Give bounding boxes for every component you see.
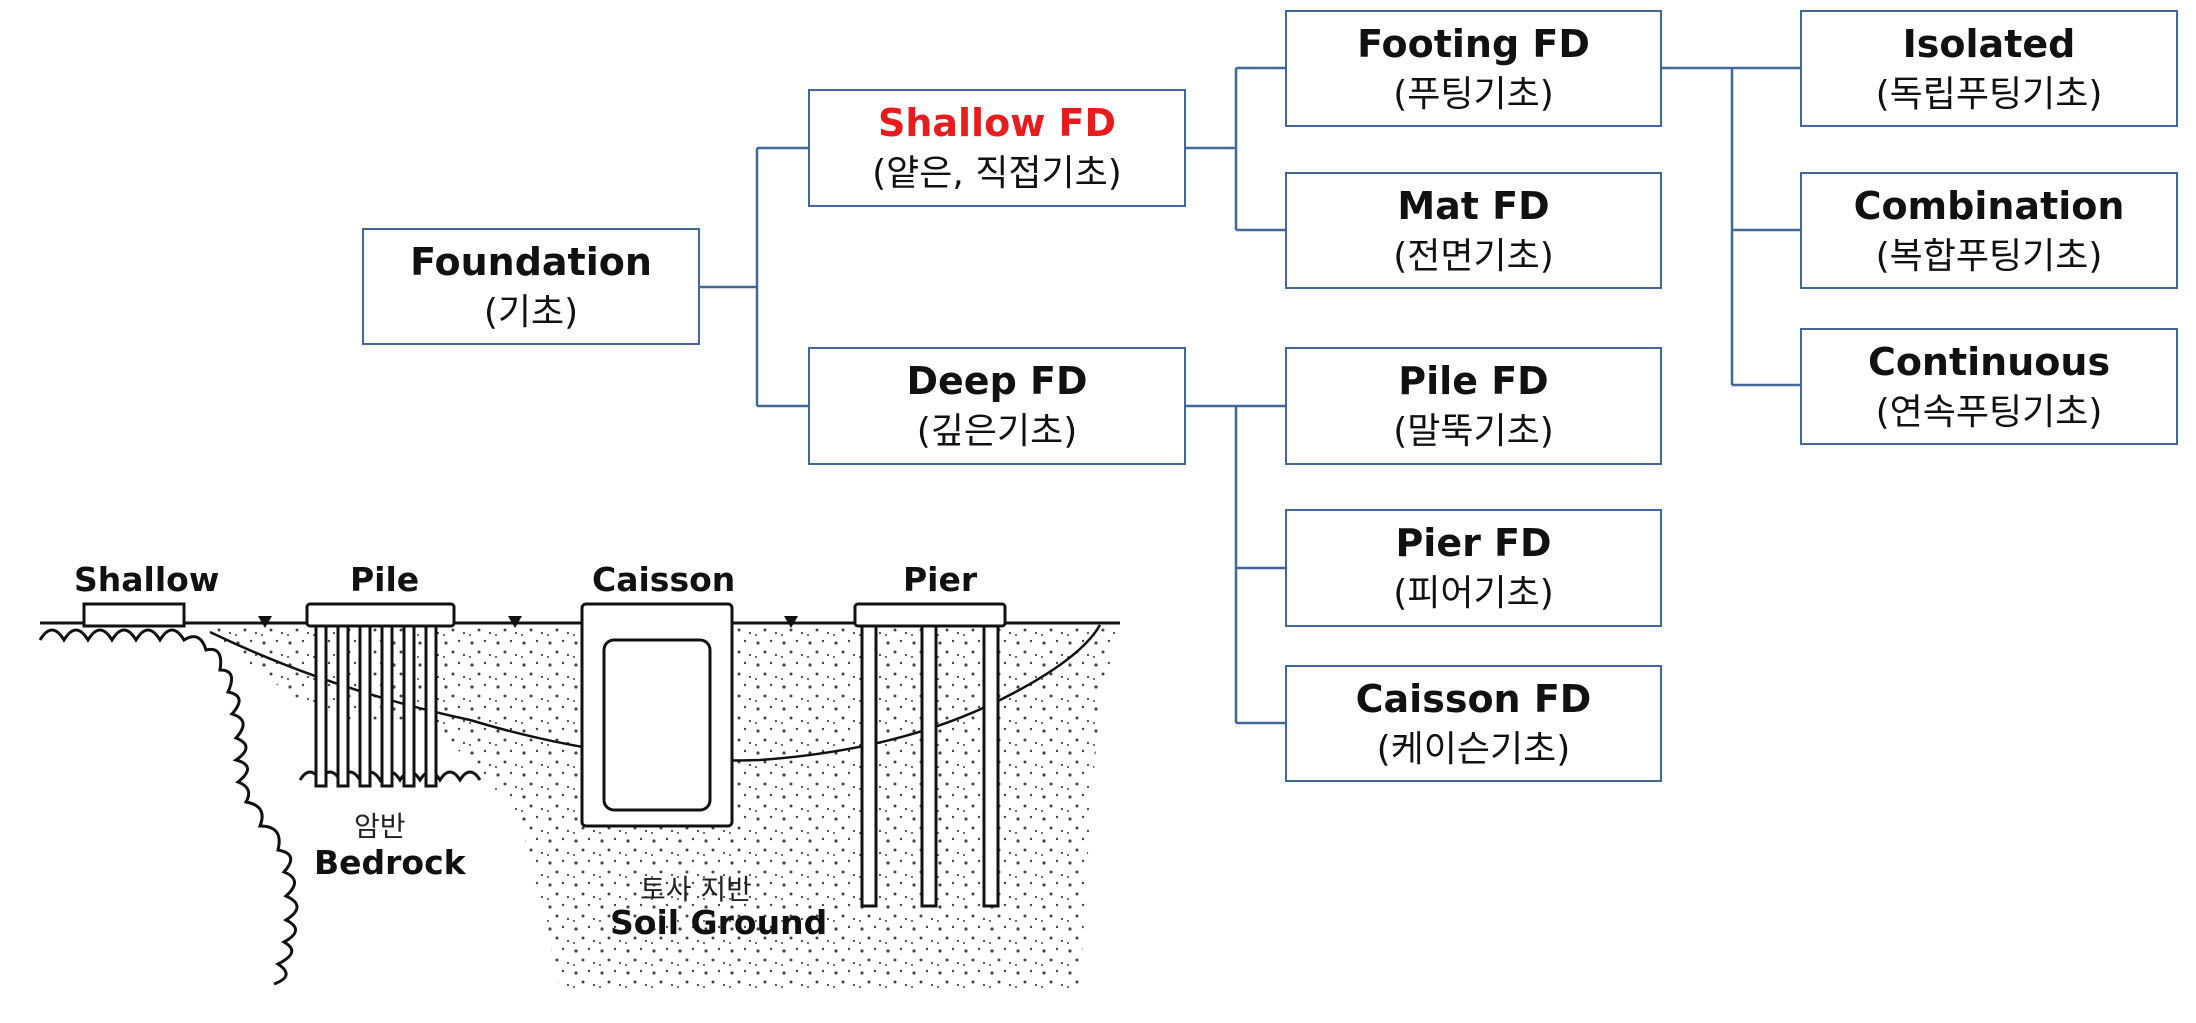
node-mat-fd: Mat FD (전면기초) bbox=[1285, 172, 1662, 289]
node-combination: Combination (복합푸팅기초) bbox=[1800, 172, 2178, 289]
node-shallow-fd-en: Shallow FD bbox=[877, 101, 1117, 145]
label-shallow: Shallow bbox=[74, 560, 220, 599]
label-pier: Pier bbox=[903, 560, 978, 599]
label-bedrock: Bedrock bbox=[314, 843, 466, 882]
node-foundation-ko: (기초) bbox=[483, 291, 579, 333]
node-isolated-ko: (독립푸팅기초) bbox=[1875, 73, 2103, 115]
node-pile-fd-en: Pile FD bbox=[1398, 359, 1549, 403]
water-table-markers bbox=[258, 616, 798, 628]
node-foundation-en: Foundation bbox=[410, 239, 652, 284]
node-continuous: Continuous (연속푸팅기초) bbox=[1800, 328, 2178, 445]
node-footing-fd: Footing FD (푸팅기초) bbox=[1285, 10, 1662, 127]
node-footing-fd-en: Footing FD bbox=[1357, 21, 1590, 66]
node-mat-fd-ko: (전면기초) bbox=[1393, 235, 1554, 277]
node-shallow-fd-ko: (얕은, 직접기초) bbox=[872, 153, 1122, 194]
node-foundation: Foundation (기초) bbox=[362, 228, 700, 345]
node-pile-fd-ko: (말뚝기초) bbox=[1393, 411, 1554, 452]
node-continuous-en: Continuous bbox=[1867, 339, 2111, 384]
pier-shafts bbox=[860, 624, 1000, 908]
label-caisson: Caisson bbox=[592, 560, 736, 599]
node-shallow-fd: Shallow FD (얕은, 직접기초) bbox=[808, 89, 1186, 207]
label-soil-ko: 토사 지반 bbox=[640, 873, 752, 906]
node-pier-fd-en: Pier FD bbox=[1395, 521, 1552, 565]
node-caisson-fd-en: Caisson FD bbox=[1355, 676, 1592, 721]
node-pile-fd: Pile FD (말뚝기초) bbox=[1285, 347, 1662, 465]
node-caisson-fd: Caisson FD (케이슨기초) bbox=[1285, 665, 1662, 782]
pier-cap bbox=[853, 602, 1007, 628]
node-deep-fd-ko: (깊은기초) bbox=[916, 411, 1078, 452]
node-pier-fd: Pier FD (피어기초) bbox=[1285, 509, 1662, 627]
node-pier-fd-ko: (피어기초) bbox=[1393, 573, 1554, 614]
foundation-cross-section bbox=[38, 602, 1120, 990]
node-continuous-ko: (연속푸팅기초) bbox=[1875, 391, 2103, 433]
node-isolated: Isolated (독립푸팅기초) bbox=[1800, 10, 2178, 127]
node-combination-en: Combination bbox=[1853, 183, 2125, 228]
node-mat-fd-en: Mat FD bbox=[1397, 183, 1550, 228]
node-deep-fd-en: Deep FD bbox=[906, 359, 1088, 403]
node-footing-fd-ko: (푸팅기초) bbox=[1393, 73, 1554, 115]
shallow-footing bbox=[82, 602, 186, 628]
piles bbox=[314, 624, 438, 788]
pile-cap bbox=[305, 602, 456, 628]
node-combination-ko: (복합푸팅기초) bbox=[1875, 235, 2103, 277]
node-isolated-en: Isolated bbox=[1902, 21, 2076, 66]
label-pile: Pile bbox=[350, 560, 420, 599]
label-bedrock-ko: 암반 bbox=[354, 810, 406, 843]
node-caisson-fd-ko: (케이슨기초) bbox=[1376, 728, 1571, 770]
caisson-inner bbox=[602, 638, 712, 812]
label-soil-ground: Soil Ground bbox=[610, 903, 828, 942]
bedrock-boundary bbox=[38, 628, 299, 986]
node-deep-fd: Deep FD (깊은기초) bbox=[808, 347, 1186, 465]
